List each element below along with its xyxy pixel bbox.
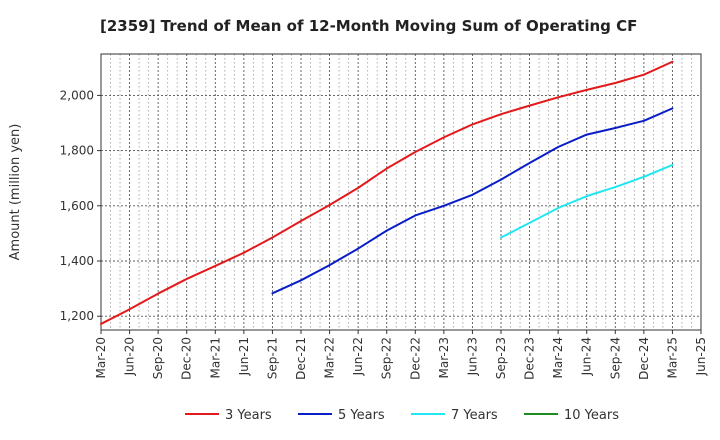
legend-label: 3 Years: [225, 408, 272, 423]
series-line-5-years: [271, 107, 674, 295]
y-axis-label: Amount (million yen): [8, 124, 23, 261]
x-tick-label: Mar-21: [208, 337, 222, 378]
x-tick-label: Dec-20: [180, 337, 194, 380]
x-tick-label: Sep-20: [151, 337, 165, 379]
x-axis-ticks: Mar-20 Jun-20 Sep-20 Dec-20 Mar-21 Jun-21 Sep-…: [94, 330, 708, 380]
y-tick-label: 2,000: [60, 88, 94, 102]
y-tick-label: 1,200: [60, 309, 94, 323]
series-line-3-years: [100, 60, 674, 325]
y-tick-label: 1,800: [60, 144, 94, 158]
x-tick-label: Mar-25: [665, 337, 679, 378]
y-tick-label: 1,400: [60, 254, 94, 268]
series-layer: [100, 60, 674, 325]
x-tick-label: Mar-23: [437, 337, 451, 378]
x-tick-label: Mar-22: [323, 337, 337, 378]
grid-layer: [101, 54, 701, 330]
x-tick-label: Sep-21: [265, 337, 279, 379]
x-tick-label: Jun-25: [694, 337, 708, 376]
x-tick-label: Dec-21: [294, 337, 308, 380]
y-tick-label: 1,600: [60, 199, 94, 213]
legend-label: 10 Years: [564, 408, 619, 423]
x-tick-label: Mar-24: [551, 337, 565, 378]
x-tick-label: Dec-23: [523, 337, 537, 380]
chart-title: [2359] Trend of Mean of 12-Month Moving …: [100, 17, 637, 35]
x-tick-label: Jun-23: [465, 337, 479, 376]
x-tick-label: Mar-20: [94, 337, 108, 378]
x-tick-label: Dec-22: [408, 337, 422, 380]
x-tick-label: Jun-24: [580, 337, 594, 376]
x-tick-label: Jun-21: [237, 337, 251, 376]
legend: 3 Years 5 Years 7 Years 10 Years: [185, 408, 619, 423]
x-tick-label: Sep-22: [380, 337, 394, 379]
x-tick-label: Sep-23: [494, 337, 508, 379]
y-axis-ticks: 1,200 1,400 1,600 1,800 2,000: [60, 88, 101, 323]
x-tick-label: Jun-20: [123, 337, 137, 376]
plot-frame: [100, 53, 702, 331]
legend-label: 5 Years: [338, 408, 385, 423]
x-tick-label: Dec-24: [637, 337, 651, 380]
x-tick-label: Sep-24: [608, 337, 622, 379]
x-tick-label: Jun-22: [351, 337, 365, 376]
series-line-7-years: [500, 163, 674, 239]
legend-label: 7 Years: [451, 408, 498, 423]
